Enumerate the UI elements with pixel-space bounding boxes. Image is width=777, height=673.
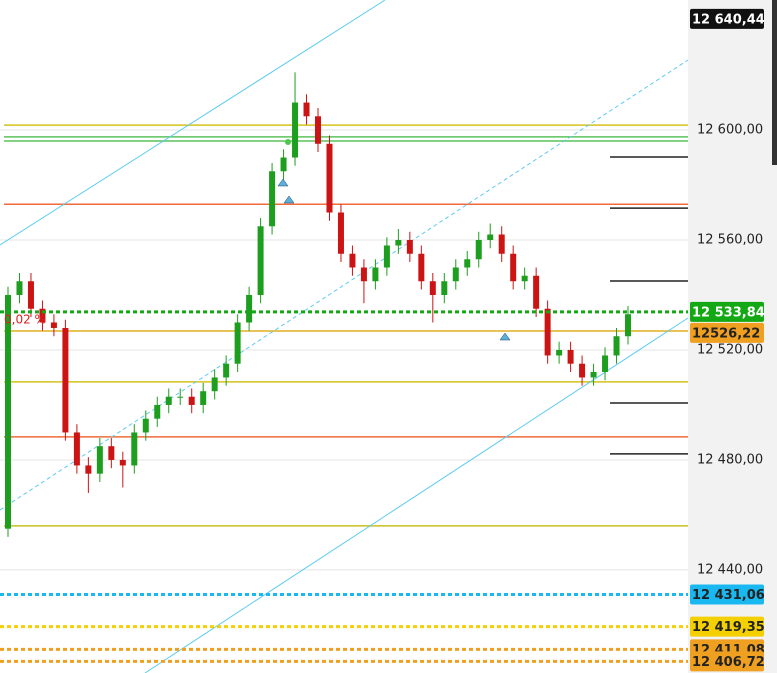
candle-body — [326, 143, 333, 213]
grid — [0, 124, 688, 571]
candle-body — [142, 418, 149, 433]
candle-body — [475, 240, 482, 260]
price-label: 12526,22 — [692, 326, 760, 341]
candle-body — [441, 281, 448, 295]
price-label-box — [690, 651, 764, 672]
candle-body — [303, 102, 310, 117]
candle-body — [280, 157, 287, 172]
candle-body — [613, 336, 620, 356]
candle-body — [533, 275, 540, 309]
candle-body — [119, 459, 126, 466]
trend-line — [144, 317, 689, 673]
candle-body — [337, 212, 344, 254]
candle-body — [85, 465, 92, 474]
y-tick-label: 12 560,00 — [697, 233, 763, 248]
candle-body — [372, 267, 379, 282]
candle-body — [579, 363, 586, 378]
candle-body — [625, 314, 631, 337]
candle-body — [211, 377, 218, 392]
candle-body — [73, 432, 80, 466]
candle-body — [556, 349, 563, 356]
signal-icon — [499, 332, 511, 341]
candle-body — [544, 308, 551, 356]
candle-body — [349, 253, 356, 268]
plot — [0, 72, 688, 663]
candle-body — [429, 281, 436, 295]
candle-body — [165, 396, 172, 405]
candle-body — [452, 267, 459, 282]
candle-body — [96, 446, 103, 474]
candle-body — [39, 308, 46, 323]
trend-line — [0, 0, 386, 246]
candle-body — [234, 322, 241, 364]
y-tick-label: 12 440,00 — [697, 562, 763, 577]
candle-body — [315, 116, 321, 144]
candle-body — [383, 245, 390, 268]
candle-body — [360, 267, 367, 282]
candle-body — [292, 102, 299, 158]
candle-body — [188, 396, 195, 405]
candle-body — [50, 322, 57, 328]
price-label: 12 419,35 — [692, 620, 765, 635]
candle-body — [177, 396, 184, 398]
price-label-box — [690, 584, 764, 605]
candle-body — [154, 404, 161, 419]
candle-body — [395, 240, 402, 246]
price-label: 12 533,84 — [692, 305, 765, 320]
candle-body — [200, 391, 207, 405]
price-label: 12 640,44 — [692, 12, 765, 27]
price-label-box — [690, 616, 764, 637]
candle-body — [418, 253, 425, 282]
candle-body — [257, 226, 264, 295]
candle-body — [5, 294, 11, 529]
candle-body — [269, 171, 276, 227]
price-label-box — [690, 322, 764, 343]
candle-body — [108, 446, 115, 460]
price-label: 12 406,72 — [692, 655, 765, 670]
price-label: 12 431,06 — [692, 588, 765, 603]
candle-body — [223, 363, 230, 378]
candle-body — [464, 259, 471, 268]
candle-body — [498, 234, 505, 254]
signal-icon — [283, 195, 295, 204]
price-label-box — [690, 8, 764, 29]
candle-body — [27, 281, 34, 309]
candle-body — [510, 253, 517, 282]
signal-icon — [277, 178, 289, 187]
y-tick-label: 12 480,00 — [697, 452, 763, 467]
candle-body — [406, 240, 413, 254]
candle-body — [246, 294, 253, 323]
trend-line — [0, 59, 689, 511]
y-tick-label: 12 520,00 — [697, 342, 763, 357]
candle-body — [131, 432, 138, 466]
signal-dot — [285, 139, 291, 145]
candle-body — [521, 275, 528, 282]
candle-body — [487, 234, 494, 241]
candle-body — [16, 281, 23, 295]
percent-annotation: 0,02 % — [4, 313, 46, 327]
y-tick-label: 12 600,00 — [697, 123, 763, 138]
candle-body — [62, 327, 69, 433]
candle-body — [602, 355, 609, 372]
candle-body — [590, 371, 597, 378]
candle-body — [567, 349, 574, 364]
scrollbar[interactable] — [772, 0, 777, 165]
price-label-box — [690, 301, 764, 322]
